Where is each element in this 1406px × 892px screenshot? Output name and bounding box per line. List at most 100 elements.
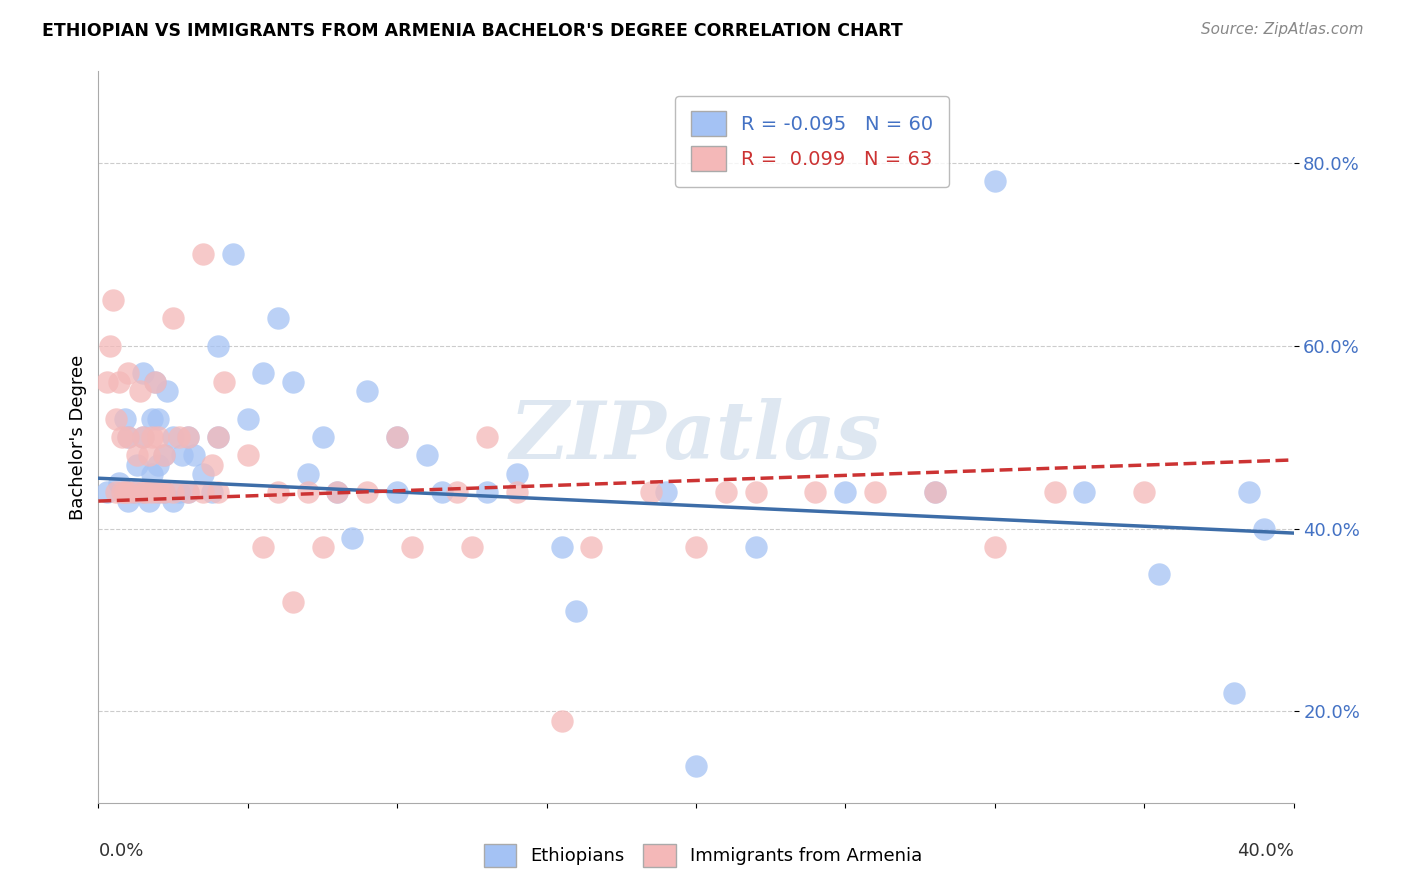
- Point: [117, 430, 139, 444]
- Point: [207, 485, 229, 500]
- Point: [117, 366, 139, 380]
- Point: [111, 485, 134, 500]
- Point: [342, 531, 364, 545]
- Point: [191, 467, 214, 481]
- Point: [96, 485, 118, 500]
- Point: [640, 485, 662, 500]
- Point: [162, 311, 184, 326]
- Point: [281, 375, 304, 389]
- Point: [212, 375, 235, 389]
- Point: [98, 338, 122, 352]
- Point: [984, 540, 1007, 554]
- Point: [281, 594, 304, 608]
- Point: [475, 430, 498, 444]
- Point: [177, 430, 200, 444]
- Point: [834, 485, 856, 500]
- Point: [138, 448, 160, 462]
- Point: [430, 485, 453, 500]
- Point: [167, 430, 190, 444]
- Point: [177, 430, 200, 444]
- Point: [148, 485, 170, 500]
- Point: [236, 412, 259, 426]
- Point: [156, 384, 179, 399]
- Point: [252, 366, 274, 380]
- Point: [207, 430, 229, 444]
- Point: [177, 485, 200, 500]
- Point: [124, 485, 146, 500]
- Legend: R = -0.095   N = 60, R =  0.099   N = 63: R = -0.095 N = 60, R = 0.099 N = 63: [675, 95, 949, 186]
- Point: [132, 485, 155, 500]
- Point: [1073, 485, 1095, 500]
- Point: [1147, 567, 1170, 582]
- Point: [141, 430, 163, 444]
- Point: [135, 485, 157, 500]
- Point: [1253, 521, 1275, 535]
- Point: [201, 458, 224, 472]
- Point: [177, 485, 200, 500]
- Point: [267, 311, 290, 326]
- Point: [105, 485, 128, 500]
- Point: [132, 430, 155, 444]
- Point: [141, 485, 163, 500]
- Point: [685, 540, 707, 554]
- Point: [1223, 686, 1246, 700]
- Point: [252, 540, 274, 554]
- Point: [1237, 485, 1260, 500]
- Point: [191, 485, 214, 500]
- Point: [297, 485, 319, 500]
- Point: [148, 458, 170, 472]
- Point: [326, 485, 349, 500]
- Point: [385, 430, 409, 444]
- Point: [416, 448, 439, 462]
- Point: [446, 485, 468, 500]
- Point: [267, 485, 290, 500]
- Point: [581, 540, 603, 554]
- Point: [117, 494, 139, 508]
- Point: [1043, 485, 1066, 500]
- Point: [153, 485, 176, 500]
- Point: [96, 375, 118, 389]
- Point: [117, 485, 139, 500]
- Point: [162, 430, 184, 444]
- Point: [201, 485, 224, 500]
- Point: [311, 540, 333, 554]
- Text: 0.0%: 0.0%: [98, 842, 143, 860]
- Point: [655, 485, 678, 500]
- Point: [550, 714, 572, 728]
- Point: [207, 338, 229, 352]
- Point: [105, 412, 128, 426]
- Point: [162, 485, 184, 500]
- Point: [141, 467, 163, 481]
- Point: [385, 430, 409, 444]
- Point: [153, 448, 176, 462]
- Point: [138, 494, 160, 508]
- Point: [114, 412, 136, 426]
- Point: [127, 458, 149, 472]
- Point: [153, 485, 176, 500]
- Point: [132, 430, 155, 444]
- Point: [108, 475, 131, 490]
- Text: 40.0%: 40.0%: [1237, 842, 1294, 860]
- Point: [111, 430, 134, 444]
- Point: [132, 485, 155, 500]
- Point: [356, 384, 378, 399]
- Point: [745, 485, 768, 500]
- Point: [356, 485, 378, 500]
- Point: [222, 247, 245, 261]
- Point: [924, 485, 946, 500]
- Point: [124, 485, 146, 500]
- Y-axis label: Bachelor's Degree: Bachelor's Degree: [69, 354, 87, 520]
- Point: [1133, 485, 1156, 500]
- Point: [148, 485, 170, 500]
- Point: [506, 485, 529, 500]
- Text: Source: ZipAtlas.com: Source: ZipAtlas.com: [1201, 22, 1364, 37]
- Point: [129, 384, 152, 399]
- Point: [984, 174, 1007, 188]
- Point: [461, 540, 484, 554]
- Point: [550, 540, 572, 554]
- Point: [132, 366, 155, 380]
- Point: [297, 467, 319, 481]
- Point: [685, 759, 707, 773]
- Point: [236, 448, 259, 462]
- Point: [401, 540, 423, 554]
